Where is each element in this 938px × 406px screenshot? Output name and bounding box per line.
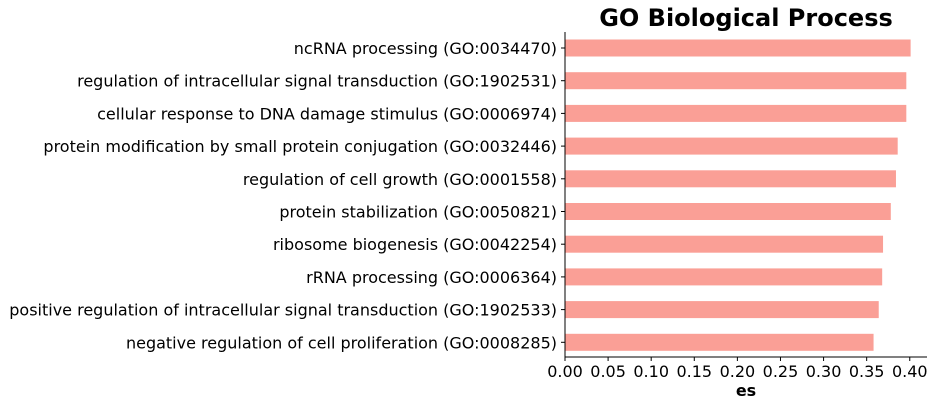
bars-group xyxy=(565,39,911,351)
x-tick-label: 0.25 xyxy=(763,362,799,381)
bar xyxy=(565,203,891,220)
category-label: positive regulation of intracellular sig… xyxy=(9,301,557,320)
category-label: ncRNA processing (GO:0034470) xyxy=(294,39,557,58)
bar xyxy=(565,39,911,57)
bar xyxy=(565,333,874,351)
chart-title: GO Biological Process xyxy=(599,4,893,32)
x-tick-label: 0.40 xyxy=(892,362,928,381)
x-tick-label: 0.00 xyxy=(547,362,583,381)
category-label: negative regulation of cell proliferatio… xyxy=(126,333,557,352)
bar xyxy=(565,72,907,90)
category-label: cellular response to DNA damage stimulus… xyxy=(97,104,557,123)
category-label: rRNA processing (GO:0006364) xyxy=(306,268,557,287)
category-labels-group: ncRNA processing (GO:0034470) regulation … xyxy=(9,39,565,352)
bar xyxy=(565,268,883,286)
category-label: regulation of intracellular signal trans… xyxy=(77,72,557,91)
bar xyxy=(565,235,884,253)
x-tick-label: 0.05 xyxy=(590,362,626,381)
x-ticks-group: 0.00 0.05 0.10 0.15 0.20 0.25 0.30 0.35 0.40 xyxy=(547,357,928,381)
category-label: protein modification by small protein co… xyxy=(43,137,557,156)
x-tick-label: 0.30 xyxy=(806,362,842,381)
x-tick-label: 0.35 xyxy=(849,362,885,381)
bar xyxy=(565,301,879,319)
bar xyxy=(565,170,896,188)
x-tick-label: 0.20 xyxy=(720,362,756,381)
x-axis-label: es xyxy=(736,381,756,400)
category-label: regulation of cell growth (GO:0001558) xyxy=(243,170,557,189)
x-tick-label: 0.10 xyxy=(633,362,669,381)
category-label: protein stabilization (GO:0050821) xyxy=(279,203,557,222)
category-label: ribosome biogenesis (GO:0042254) xyxy=(273,235,557,254)
bar xyxy=(565,104,907,122)
x-tick-label: 0.15 xyxy=(676,362,712,381)
bar xyxy=(565,137,898,155)
